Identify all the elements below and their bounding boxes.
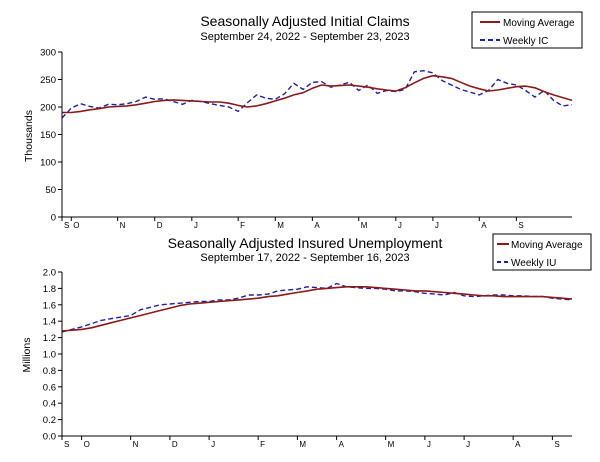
chart2-x-tick-label: F (260, 440, 265, 449)
chart1-x-tick-label: S (518, 221, 523, 230)
chart2-y-tick-label: 0.8 (43, 366, 56, 377)
chart1-legend-label-moving-average: Moving Average (503, 18, 575, 29)
chart1-x-tick-label: M (361, 221, 368, 230)
chart2-x-tick-label: M (299, 440, 306, 449)
chart1-x-tick-label: J (435, 221, 439, 230)
chart2-y-tick-label: 1.4 (43, 317, 56, 328)
chart1-x-tick-label: F (240, 221, 245, 230)
chart1-y-tick-label: 0 (51, 213, 56, 224)
chart1-series (61, 69, 573, 119)
chart1-x-tick-label: J (194, 221, 198, 230)
chart1-series-moving-average-line (62, 74, 573, 114)
chart2-y-tick-label: 1.8 (43, 284, 56, 295)
chart1-y-ticks: 0 50 100 150 200 250 300 (40, 48, 62, 224)
chart2-x-tick-label: A (515, 440, 521, 449)
chart1-title: Seasonally Adjusted Initial Claims (200, 13, 409, 29)
chart2-legend-label-moving-average: Moving Average (511, 240, 583, 251)
chart1-y-tick-label: 50 (45, 185, 56, 196)
chart2-x-tick-label: S (64, 440, 69, 449)
chart2-legend-box (492, 233, 592, 271)
chart1-x-tick-label: O (73, 221, 79, 230)
chart1-legend-box (471, 11, 583, 49)
initial-claims-chart: Seasonally Adjusted Initial Claims Septe… (23, 11, 583, 230)
chart2-series (61, 282, 573, 333)
chart2-legend: Moving Average Weekly IU (492, 233, 592, 271)
chart2-subtitle: September 17, 2022 - September 16, 2023 (200, 252, 409, 264)
chart2-y-tick-label: 0.2 (43, 415, 56, 426)
chart1-x-tick-label: M (277, 221, 284, 230)
chart1-x-tick-label: N (120, 221, 126, 230)
chart2-x-tick-label: N (133, 440, 139, 449)
chart1-y-tick-label: 100 (40, 158, 56, 169)
chart2-x-tick-label: J (466, 440, 470, 449)
chart2-x-tick-label: M (388, 440, 395, 449)
chart1-y-tick-label: 300 (40, 48, 56, 59)
chart1-y-tick-label: 150 (40, 130, 56, 141)
chart2-y-tick-label: 0.4 (43, 399, 56, 410)
chart1-y-axis-label: Thousands (23, 110, 35, 162)
chart2-title: Seasonally Adjusted Insured Unemployment (168, 235, 443, 251)
chart1-legend: Moving Average Weekly IC (471, 11, 583, 49)
chart1-legend-label-weekly: Weekly IC (503, 36, 548, 47)
chart2-y-tick-label: 2.0 (43, 268, 56, 279)
chart1-x-tick-label: J (398, 221, 402, 230)
chart2-y-tick-label: 0.0 (43, 432, 56, 443)
chart1-x-tick-label: S (64, 221, 69, 230)
chart1-x-tick-label: A (314, 221, 320, 230)
chart2-legend-label-weekly: Weekly IU (511, 258, 556, 269)
chart2-y-ticks: 0.0 0.2 0.4 0.6 0.8 1.0 1.2 1.4 1.6 1.8 2.0 (43, 268, 62, 443)
chart2-y-tick-label: 0.6 (43, 382, 56, 393)
chart2-x-tick-label: J (211, 440, 215, 449)
chart2-x-tick-label: A (339, 440, 345, 449)
chart2-y-axis-label: Millions (21, 337, 33, 372)
chart2-x-tick-label: O (84, 440, 90, 449)
chart2-x-tick-label: J (427, 440, 431, 449)
chart2-y-tick-label: 1.6 (43, 300, 56, 311)
chart2-y-tick-label: 1.0 (43, 350, 56, 361)
chart2-series-weekly-iu-line (61, 282, 573, 333)
chart2-x-tick-label: D (172, 440, 178, 449)
chart2-x-tick-label: S (554, 440, 559, 449)
chart1-series-weekly-ic-line (61, 69, 573, 119)
chart1-subtitle: September 24, 2022 - September 23, 2023 (200, 31, 409, 43)
chart1-y-tick-label: 250 (40, 75, 56, 86)
chart1-x-tick-label: A (481, 221, 487, 230)
chart2-series-moving-average-line (61, 285, 573, 332)
chart1-y-tick-label: 200 (40, 103, 56, 114)
chart1-x-tick-label: D (157, 221, 163, 230)
insured-unemployment-chart: Seasonally Adjusted Insured Unemployment… (21, 233, 592, 449)
chart2-y-tick-label: 1.2 (43, 333, 56, 344)
